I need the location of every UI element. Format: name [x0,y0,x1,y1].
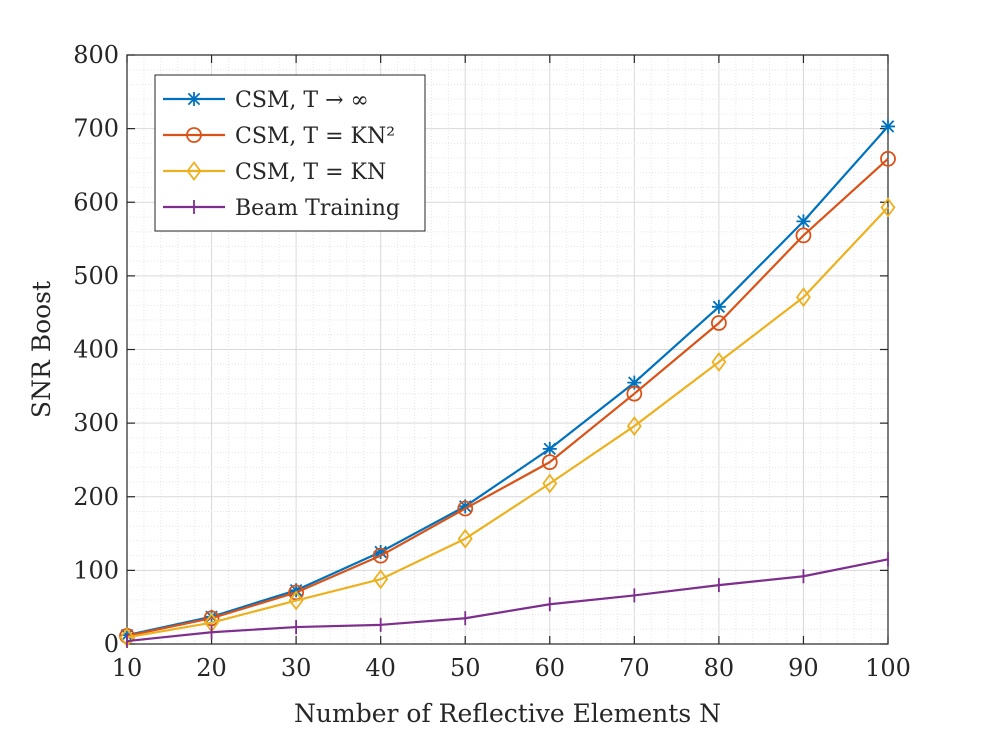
data-point [881,119,895,134]
data-point [457,528,473,549]
x-tick-label: 50 [450,654,481,682]
data-point [795,227,812,244]
data-point [880,150,896,167]
x-tick-label: 100 [865,654,911,682]
data-point [541,454,558,471]
data-point [710,315,727,331]
y-tick-label: 400 [73,336,119,364]
y-tick-label: 100 [73,556,119,584]
data-point [796,214,811,229]
x-tick-label: 30 [281,654,312,682]
legend-entry: Beam Training [163,196,400,221]
series-3 [119,197,896,648]
x-axis-label: Number of Reflective Elements N [294,699,721,728]
x-tick-label: 40 [365,654,396,682]
data-point [204,609,219,624]
y-tick-label: 0 [104,630,119,658]
legend-marker [187,92,201,106]
data-point [711,299,726,314]
series-line [126,206,889,639]
legend-marker [186,161,202,181]
series-4 [126,552,889,649]
legend-entry: CSM, T → ∞ [163,88,369,113]
y-tick-label: 500 [73,262,119,290]
y-tick-label: 700 [73,115,119,143]
x-tick-label: 80 [704,654,735,682]
y-tick-label: 200 [73,483,119,511]
series-line [126,125,889,637]
legend-entry: CSM, T = KN² [163,124,395,149]
data-series [119,119,896,649]
legend-marker [186,127,202,143]
y-axis-label: SNR Boost [27,281,56,418]
data-point [711,352,727,373]
data-point [373,569,389,590]
series-line [126,558,889,643]
data-point [372,547,389,564]
data-point [288,590,304,611]
y-tick-label: 600 [73,188,119,216]
legend-label: CSM, T = KN [235,160,386,185]
y-tick-label: 300 [73,409,119,437]
x-tick-label: 70 [619,654,650,682]
data-point [458,499,473,514]
data-point [542,441,557,456]
legend-label: CSM, T = KN² [235,124,395,149]
x-tick-label: 20 [196,654,227,682]
data-point [627,375,642,390]
data-point [542,473,558,494]
legend: CSM, T → ∞ CSM, T = KN² CSM, T = KN Beam Tr… [154,74,426,232]
x-tick-label: 90 [788,654,819,682]
data-point [880,197,896,218]
data-point [457,500,474,517]
y-tick-label: 800 [73,41,119,69]
legend-label: CSM, T → ∞ [235,88,369,113]
data-point [289,583,304,598]
grid [127,55,888,644]
legend-entry: CSM, T = KN [163,160,386,185]
axis-ticks: 10 20 30 40 50 60 70 80 90 100 0 100 200 300 400 500 600… [73,41,911,682]
legend-box [154,74,426,232]
legend-label: Beam Training [235,196,400,221]
data-point [626,385,643,402]
x-tick-label: 10 [112,654,143,682]
x-tick-label: 60 [535,654,566,682]
data-point [795,287,811,308]
data-point [626,416,642,437]
data-point [373,544,388,559]
series-line [126,157,889,637]
